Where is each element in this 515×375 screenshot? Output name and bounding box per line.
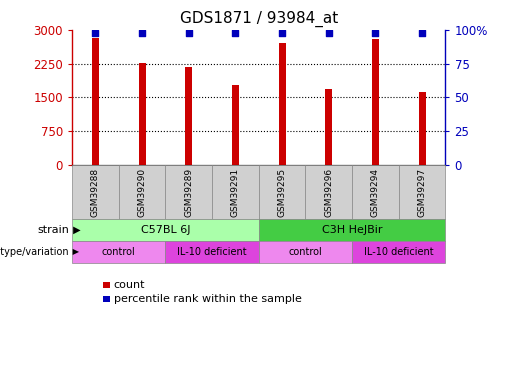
Text: IL-10 deficient: IL-10 deficient (177, 247, 247, 257)
Text: control: control (288, 247, 322, 257)
Text: percentile rank within the sample: percentile rank within the sample (114, 294, 302, 303)
Text: GSM39290: GSM39290 (138, 168, 147, 217)
Bar (325, 89, 332, 165)
Point (231, 30, 239, 36)
Text: control: control (102, 247, 135, 257)
Point (371, 30, 380, 36)
Bar (92, 38, 99, 165)
Bar (139, 63, 146, 165)
Bar (185, 68, 192, 165)
Point (324, 30, 333, 36)
Text: count: count (114, 280, 145, 290)
Point (278, 30, 286, 36)
Text: IL-10 deficient: IL-10 deficient (364, 247, 434, 257)
Text: GSM39291: GSM39291 (231, 168, 240, 217)
Bar (232, 85, 239, 165)
Text: ▶: ▶ (70, 225, 80, 235)
Bar (279, 43, 286, 165)
Text: ▶: ▶ (70, 248, 79, 256)
Point (418, 30, 426, 36)
Point (185, 30, 193, 36)
Text: strain: strain (38, 225, 70, 235)
Text: genotype/variation: genotype/variation (0, 247, 70, 257)
Text: GSM39296: GSM39296 (324, 168, 333, 217)
Text: C57BL 6J: C57BL 6J (141, 225, 190, 235)
Text: GSM39297: GSM39297 (418, 168, 426, 217)
Point (138, 30, 146, 36)
Text: C3H HeJBir: C3H HeJBir (322, 225, 382, 235)
Text: GSM39288: GSM39288 (91, 168, 100, 217)
Bar (372, 39, 379, 165)
Bar (419, 92, 425, 165)
Point (91, 30, 99, 36)
Text: GSM39289: GSM39289 (184, 168, 193, 217)
Text: GSM39294: GSM39294 (371, 168, 380, 217)
Title: GDS1871 / 93984_at: GDS1871 / 93984_at (180, 11, 338, 27)
Text: GSM39295: GSM39295 (278, 168, 287, 217)
